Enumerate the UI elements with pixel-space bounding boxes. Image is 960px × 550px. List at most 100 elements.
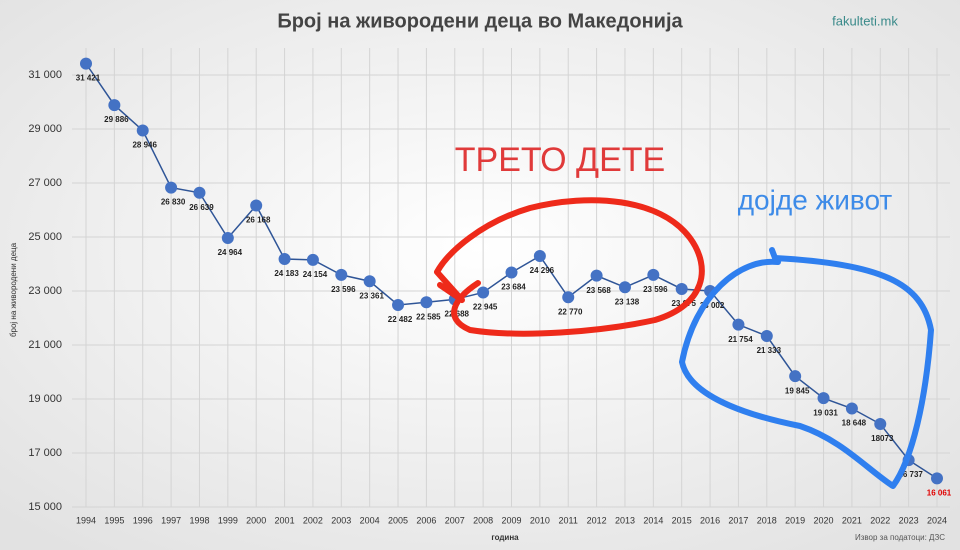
data-label: 22 945 [473,303,498,312]
marker [420,296,433,309]
marker [874,418,887,431]
x-tick-label: 2023 [899,515,919,525]
marker [392,298,405,311]
marker [562,291,575,304]
marker [647,268,660,281]
data-label: 22 585 [416,312,441,321]
marker [278,253,291,266]
x-tick-label: 2021 [842,515,862,525]
blue-circle [679,247,934,489]
x-tick-label: 2011 [559,515,578,525]
y-tick-label: 17 000 [28,447,62,459]
y-tick-label: 21 000 [28,339,62,351]
data-label: 26 639 [189,203,214,212]
x-tick-label: 1998 [189,515,209,525]
red-circle [434,197,705,337]
annotation: дојде живот [738,184,893,215]
data-label: 16 737 [898,470,923,479]
logo: fakulteti.mk [832,13,898,28]
x-tick-label: 1995 [104,515,124,525]
x-tick-label: 1999 [218,515,238,525]
data-label: 23 002 [700,301,725,310]
x-tick-label: 2012 [587,515,607,525]
data-label: 23 684 [501,283,526,292]
marker [732,318,745,331]
data-label: 28 946 [132,141,157,150]
marker [931,472,943,485]
marker [477,286,490,299]
data-label: 22 770 [558,307,583,316]
y-tick-label: 23 000 [28,285,62,297]
x-tick-label: 2006 [416,515,436,525]
x-tick-label: 2001 [275,515,295,525]
source: Извор за податоци: ДЗС [855,533,945,542]
annotation: ТРЕТО ДЕТЕ [455,141,665,179]
marker [675,282,688,295]
marker [817,392,830,405]
x-tick-label: 2018 [757,515,777,525]
data-label: 24 183 [274,269,299,278]
marker [618,281,631,294]
data-label: 18 648 [842,419,867,428]
marker [363,275,376,288]
x-tick-label: 2024 [927,515,947,525]
plot: 15 000 17 000 19 000 21 000 23 000 25 000 27 0… [28,48,952,525]
x-tick-label: 2002 [303,515,323,525]
data-label: 23 138 [615,297,640,306]
x-tick-label: 2015 [672,515,692,525]
data-label: 29 886 [104,115,129,124]
x-tick-label: 1996 [133,515,153,525]
x-tick-label: 2016 [700,515,720,525]
marker [221,231,234,244]
x-tick-label: 2013 [615,515,635,525]
x-tick-label: 2000 [246,515,266,525]
marker [789,370,802,383]
data-label: 21 333 [757,346,782,355]
y-tick-label: 27 000 [28,177,62,189]
x-tick-label: 2010 [530,515,550,525]
marker [165,181,178,194]
x-tick-label: 2005 [388,515,408,525]
x-axis-title: година [491,533,519,542]
data-label: 16 061 [927,488,952,497]
x-tick-label: 2019 [785,515,805,525]
y-tick-label: 19 000 [28,393,62,405]
x-tick-label: 2009 [501,515,521,525]
marker [108,99,121,112]
y-axis-title: број на живородени деца [9,242,18,337]
y-tick-label: 29 000 [28,123,62,135]
data-label: 26 168 [246,216,271,225]
data-label: 23 596 [643,285,668,294]
data-label: 21 754 [728,335,753,344]
x-tick-label: 1997 [161,515,181,525]
x-tick-label: 2003 [331,515,351,525]
x-tick-label: 2022 [870,515,890,525]
x-tick-label: 2008 [473,515,493,525]
data-label: 23 568 [586,286,611,295]
data-label: 18073 [871,434,894,443]
data-label: 22 482 [388,315,413,324]
chart-title: Број на живородени деца во Македонија [277,10,683,32]
y-tick-label: 25 000 [28,231,62,243]
x-tick-label: 2014 [643,515,663,525]
x-tick-label: 2007 [445,515,465,525]
x-tick-label: 2004 [360,515,380,525]
marker [250,199,263,212]
marker [590,269,603,282]
x-tick-label: 1994 [76,515,96,525]
x-tick-label: 2020 [814,515,834,525]
data-label: 24 154 [303,270,328,279]
marker [533,250,546,263]
x-tick-label: 2017 [728,515,748,525]
marker [760,330,773,343]
marker [335,268,348,281]
marker [306,253,319,266]
marker [80,57,92,70]
data-label: 19 845 [785,386,810,395]
data-label: 26 830 [161,198,186,207]
marker [136,124,149,137]
marker [193,186,206,199]
